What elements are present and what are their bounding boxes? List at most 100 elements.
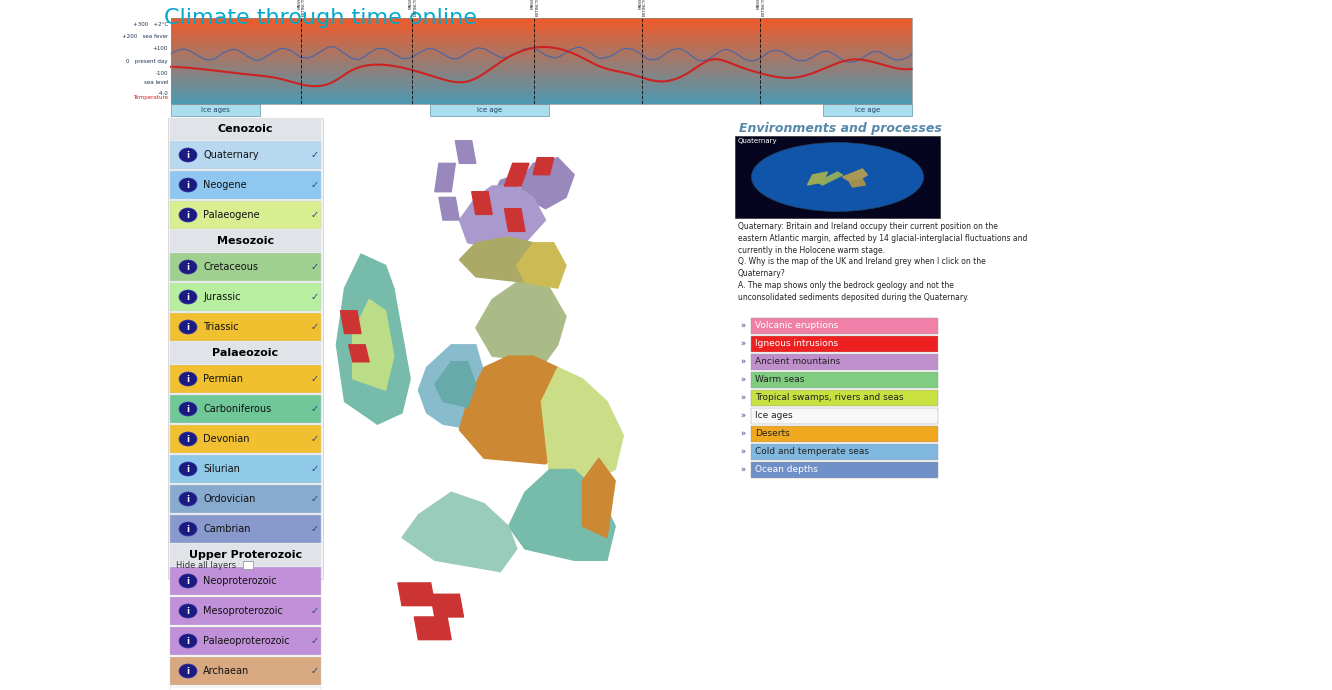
Bar xyxy=(170,104,260,116)
Text: i: i xyxy=(186,262,189,271)
Text: i: i xyxy=(186,293,189,302)
Text: i: i xyxy=(186,495,189,504)
Polygon shape xyxy=(430,594,464,617)
Text: Jurassic: Jurassic xyxy=(202,292,241,302)
Polygon shape xyxy=(541,368,623,481)
Text: ✓: ✓ xyxy=(310,404,320,414)
Bar xyxy=(170,88,912,89)
Text: Palaeogene: Palaeogene xyxy=(202,210,260,220)
Ellipse shape xyxy=(178,320,197,334)
Ellipse shape xyxy=(178,208,197,222)
Bar xyxy=(170,99,912,101)
Text: »: » xyxy=(741,429,745,439)
Bar xyxy=(170,52,912,54)
Polygon shape xyxy=(460,356,574,464)
Bar xyxy=(170,101,912,102)
Bar xyxy=(170,567,321,595)
Text: MASS
EXTINCTION: MASS EXTINCTION xyxy=(409,0,417,16)
Text: Igneous intrusions: Igneous intrusions xyxy=(755,339,838,348)
Bar xyxy=(170,48,912,49)
Text: Climate through time online: Climate through time online xyxy=(164,8,477,28)
Text: ✓: ✓ xyxy=(310,464,320,474)
Text: i: i xyxy=(186,435,189,444)
Bar xyxy=(430,104,549,116)
Bar xyxy=(170,61,912,62)
Bar xyxy=(170,79,912,80)
Polygon shape xyxy=(460,237,541,282)
Text: »: » xyxy=(741,375,745,384)
Bar xyxy=(170,365,321,393)
Bar xyxy=(170,70,912,72)
Text: Warm seas: Warm seas xyxy=(755,375,805,384)
Ellipse shape xyxy=(178,178,197,192)
Bar xyxy=(170,29,912,30)
Bar xyxy=(170,80,912,81)
Bar xyxy=(170,95,912,97)
Text: i: i xyxy=(186,607,189,615)
Bar xyxy=(751,318,938,334)
Bar xyxy=(170,18,912,104)
Bar xyxy=(170,32,912,33)
Polygon shape xyxy=(505,208,525,231)
Text: »: » xyxy=(741,466,745,475)
Polygon shape xyxy=(843,169,867,183)
Bar xyxy=(170,342,321,364)
Polygon shape xyxy=(414,617,452,640)
Bar xyxy=(170,26,912,27)
Polygon shape xyxy=(472,192,493,215)
Bar xyxy=(170,19,912,20)
Bar xyxy=(170,485,321,513)
Polygon shape xyxy=(582,458,615,538)
Bar xyxy=(170,45,912,46)
Text: Deserts: Deserts xyxy=(755,429,790,439)
Bar xyxy=(170,395,321,423)
Ellipse shape xyxy=(178,402,197,416)
Bar xyxy=(170,455,321,483)
Polygon shape xyxy=(349,345,369,362)
Ellipse shape xyxy=(178,604,197,618)
Bar xyxy=(170,34,912,35)
Bar xyxy=(170,544,321,566)
Polygon shape xyxy=(850,179,866,187)
Polygon shape xyxy=(337,254,410,424)
Text: Ice age: Ice age xyxy=(477,107,502,113)
Text: i: i xyxy=(186,322,189,331)
Bar xyxy=(751,354,938,370)
Bar xyxy=(170,56,912,57)
Text: ✓: ✓ xyxy=(310,180,320,190)
Bar xyxy=(170,51,912,52)
Bar xyxy=(170,283,321,311)
Bar xyxy=(170,657,321,685)
Text: Mesozoic: Mesozoic xyxy=(217,236,274,246)
Text: i: i xyxy=(186,404,189,413)
Bar xyxy=(170,60,912,61)
Bar xyxy=(170,35,912,37)
Bar xyxy=(170,97,912,99)
Bar xyxy=(170,93,912,95)
Text: Volcanic eruptions: Volcanic eruptions xyxy=(755,322,838,331)
Bar xyxy=(170,627,321,655)
Text: 0   present day: 0 present day xyxy=(127,59,168,63)
Text: Ice age: Ice age xyxy=(855,107,880,113)
Bar xyxy=(170,103,912,104)
Bar xyxy=(170,37,912,39)
Bar xyxy=(170,83,912,85)
Polygon shape xyxy=(434,164,456,192)
Text: -100: -100 xyxy=(156,70,168,75)
Text: sea level: sea level xyxy=(144,80,168,85)
Text: Ancient mountains: Ancient mountains xyxy=(755,357,840,366)
Bar xyxy=(170,86,912,87)
Bar xyxy=(751,336,938,352)
Polygon shape xyxy=(353,299,394,390)
Bar xyxy=(170,87,912,88)
Bar xyxy=(242,561,253,569)
Bar xyxy=(751,372,938,388)
Text: ✓: ✓ xyxy=(310,262,320,272)
Text: Hide all layers: Hide all layers xyxy=(176,560,236,569)
Bar xyxy=(751,426,938,442)
Bar xyxy=(170,33,912,34)
Text: Quaternary: Quaternary xyxy=(738,138,778,144)
Bar xyxy=(170,85,912,86)
Polygon shape xyxy=(509,469,615,560)
Text: ✓: ✓ xyxy=(310,150,320,160)
